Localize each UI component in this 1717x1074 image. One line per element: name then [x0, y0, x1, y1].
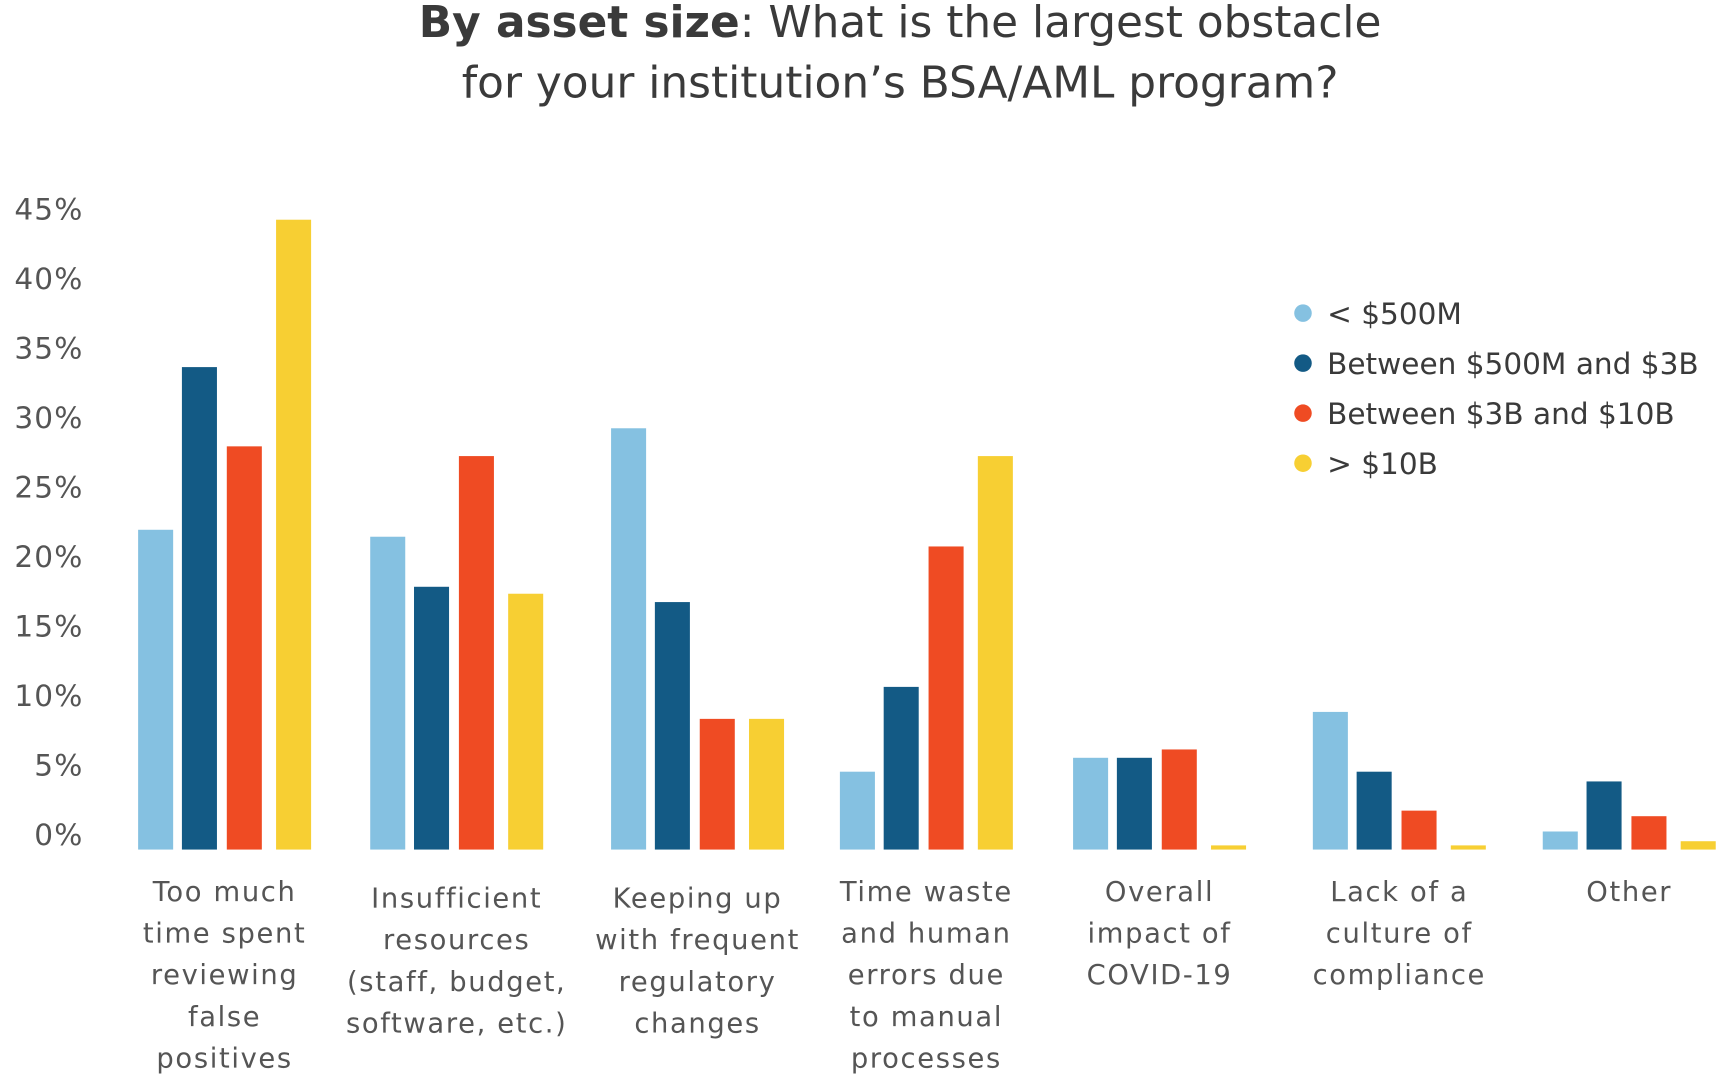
x-category-label: Overall: [1105, 877, 1214, 908]
bar: [1356, 771, 1392, 850]
x-category-label: compliance: [1313, 960, 1486, 991]
x-category-label: positives: [156, 1043, 292, 1074]
bar: [1161, 749, 1197, 850]
bar: [138, 529, 174, 850]
bar: [1586, 781, 1622, 850]
y-axis: 0% 5% 10% 15% 20% 25% 30% 35% 40% 45%: [14, 193, 83, 853]
y-tick-label: 35%: [14, 332, 83, 366]
bar: [1450, 845, 1486, 850]
bar: [1401, 810, 1437, 850]
bar: [370, 536, 406, 850]
y-tick-label: 15%: [14, 610, 83, 644]
bar: [276, 219, 312, 850]
bar: [508, 593, 544, 850]
legend-label: > $10B: [1327, 447, 1438, 481]
x-category-label: processes: [851, 1043, 1002, 1074]
bar: [458, 456, 494, 850]
x-category-label: to manual: [850, 1002, 1003, 1033]
legend: < $500M Between $500M and $3B Between $3B …: [1294, 297, 1699, 481]
bar: [1312, 711, 1348, 850]
bar: [1211, 845, 1247, 850]
y-tick-label: 25%: [14, 471, 83, 505]
x-category-label: time spent: [143, 919, 306, 950]
chart-title-line2: for your institution’s BSA/AML program?: [462, 57, 1339, 108]
bar: [883, 686, 919, 850]
bar: [1116, 757, 1152, 850]
x-category-label: Time waste: [839, 877, 1013, 908]
x-category-label: false: [188, 1002, 261, 1033]
bars: [138, 219, 1716, 850]
bar: [928, 546, 964, 850]
bar: [226, 446, 262, 850]
x-category-label: Lack of a: [1330, 877, 1468, 908]
x-category-label: Keeping up: [613, 884, 783, 915]
x-category-label: changes: [634, 1008, 760, 1039]
y-tick-label: 30%: [14, 401, 83, 435]
legend-label: Between $3B and $10B: [1327, 397, 1675, 431]
legend-marker: [1294, 304, 1312, 322]
legend-marker: [1294, 454, 1312, 472]
x-category-label: Insufficient: [371, 884, 542, 915]
bar: [749, 718, 785, 850]
y-tick-label: 20%: [14, 540, 83, 574]
x-category-label: and human: [841, 919, 1011, 950]
y-tick-label: 40%: [14, 262, 83, 296]
x-category-label: software, etc.): [346, 1008, 568, 1039]
legend-label: < $500M: [1327, 297, 1462, 331]
chart-title-rest: : What is the largest obstacle: [740, 0, 1382, 48]
x-category-label: Other: [1586, 877, 1672, 908]
x-category-label: impact of: [1088, 919, 1232, 950]
bar: [699, 718, 735, 850]
x-category-label: resources: [383, 925, 530, 956]
bar: [611, 428, 647, 850]
y-tick-label: 0%: [34, 818, 83, 852]
legend-marker: [1294, 404, 1312, 422]
bar: [1680, 841, 1716, 850]
x-category-label: culture of: [1326, 919, 1473, 950]
bar: [1542, 831, 1578, 850]
y-tick-label: 5%: [34, 749, 83, 783]
bar: [414, 586, 450, 850]
bar: [1631, 816, 1667, 850]
x-category-label: Too much: [152, 877, 297, 908]
bar: [654, 602, 690, 850]
x-category-label: COVID-19: [1087, 960, 1233, 991]
x-category-label: reviewing: [151, 960, 299, 991]
bar: [839, 771, 875, 850]
x-category-label: errors due: [848, 960, 1005, 991]
x-axis: Too much time spent reviewing false positive…: [143, 877, 1672, 1074]
x-category-label: regulatory: [619, 967, 777, 998]
bar: [1073, 757, 1109, 850]
legend-marker: [1294, 354, 1312, 372]
legend-label: Between $500M and $3B: [1327, 347, 1699, 381]
x-category-label: (staff, budget,: [347, 967, 566, 998]
chart-title-bold: By asset size: [419, 0, 740, 48]
bar: [181, 367, 217, 850]
y-tick-label: 10%: [14, 679, 83, 713]
chart-title-line1: By asset size: What is the largest obsta…: [419, 0, 1382, 48]
x-category-label: with frequent: [595, 925, 800, 956]
y-tick-label: 45%: [14, 193, 83, 227]
bar: [977, 456, 1013, 850]
